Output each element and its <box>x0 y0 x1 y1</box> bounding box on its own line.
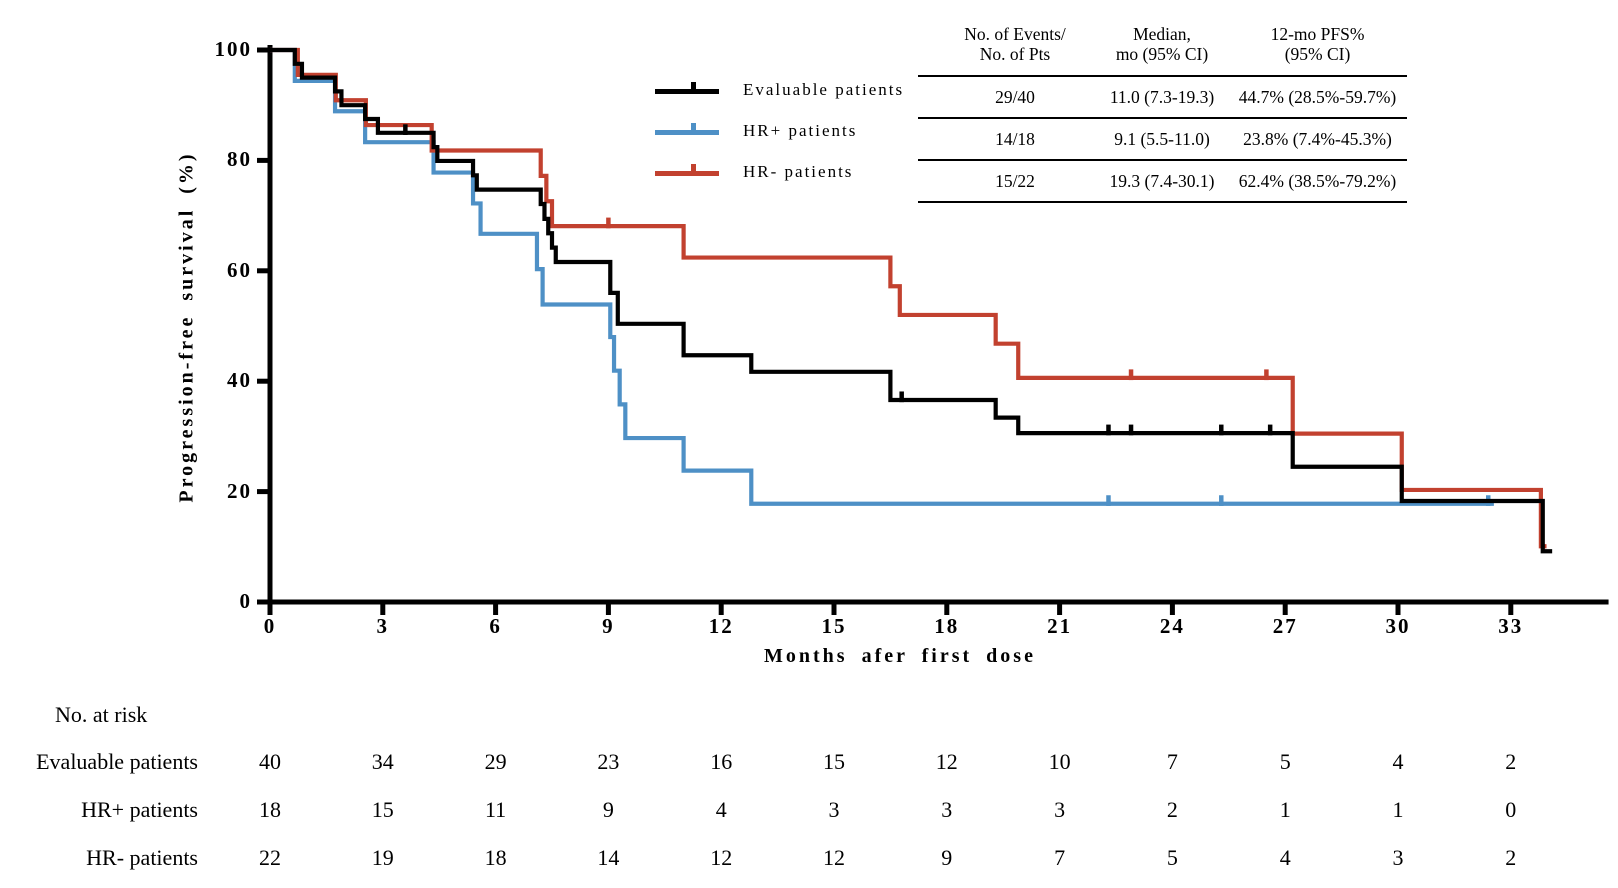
stats-col-header-median: Median, mo (95% CI) <box>1115 24 1209 64</box>
stats-hr-pos-pfs12: 23.8% (7.4%-45.3%) <box>1243 129 1392 149</box>
stats-evaluable-pfs12: 44.7% (28.5%-59.7%) <box>1238 87 1397 107</box>
legend-label-hr-pos: HR+ patients <box>743 121 858 140</box>
legend-label-hr-neg: HR- patients <box>743 162 854 181</box>
risk-row-label-evaluable: Evaluable patients <box>36 749 198 774</box>
table-rule <box>918 201 1407 203</box>
y-axis-title: Progression-free survival (%) <box>175 151 198 503</box>
stats-hr-pos-median: 9.1 (5.5-11.0) <box>1114 129 1210 149</box>
censor-tick-icon <box>691 123 696 132</box>
evaluable-line-swatch-icon <box>655 82 719 94</box>
stats-hr-neg-pfs12: 62.4% (38.5%-79.2%) <box>1238 171 1397 191</box>
stats-evaluable-median: 11.0 (7.3-19.3) <box>1109 87 1215 107</box>
stats-col-header-events: No. of Events/ No. of Pts <box>964 24 1066 64</box>
stats-evaluable-events: 29/40 <box>995 87 1035 107</box>
risk-row-label-hr-neg: HR- patients <box>86 845 198 870</box>
hr-pos-line-swatch-icon <box>655 123 719 135</box>
stats-hr-neg-events: 15/22 <box>995 171 1035 191</box>
legend-label-evaluable: Evaluable patients <box>743 80 905 99</box>
km-curve-hr+-patients <box>270 47 1494 506</box>
table-rule <box>918 159 1407 161</box>
censor-tick-icon <box>691 164 696 173</box>
stats-hr-pos-events: 14/18 <box>995 129 1035 149</box>
km-curve-evaluable-patients <box>270 47 1553 554</box>
risk-row-label-hr-pos: HR+ patients <box>81 797 198 822</box>
censor-tick-icon <box>691 82 696 91</box>
table-rule <box>918 117 1407 119</box>
table-rule <box>918 75 1407 77</box>
km-curve-hr--patients <box>270 47 1547 549</box>
stats-col-header-pfs12: 12-mo PFS% (95% CI) <box>1270 24 1365 64</box>
risk-table-title: No. at risk <box>55 702 148 727</box>
x-axis-title: Months afer first dose <box>764 645 1036 667</box>
hr-neg-line-swatch-icon <box>655 164 719 176</box>
stats-hr-neg-median: 19.3 (7.4-30.1) <box>1109 171 1215 191</box>
